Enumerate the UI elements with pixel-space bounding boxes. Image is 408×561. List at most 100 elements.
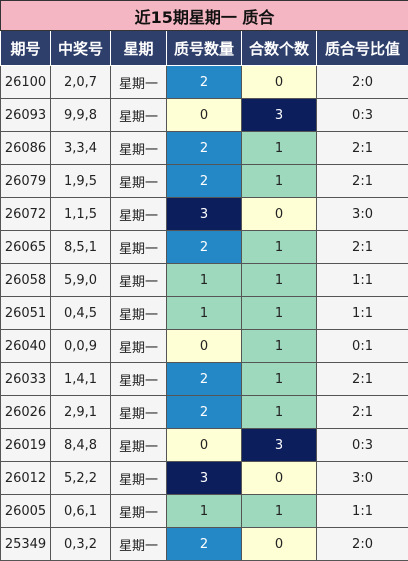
composite-count-cell: 1 — [242, 363, 317, 396]
weekday-cell: 星期一 — [111, 165, 167, 198]
prime-count-cell: 2 — [167, 66, 242, 99]
numbers-cell: 0,0,9 — [51, 330, 111, 363]
weekday-cell: 星期一 — [111, 330, 167, 363]
ratio-cell: 2:0 — [317, 528, 408, 561]
weekday-cell: 星期一 — [111, 495, 167, 528]
header-composite-count: 合数个数 — [242, 31, 317, 66]
numbers-cell: 0,4,5 — [51, 297, 111, 330]
prime-count-cell: 2 — [167, 132, 242, 165]
weekday-cell: 星期一 — [111, 132, 167, 165]
weekday-cell: 星期一 — [111, 231, 167, 264]
prime-count-cell: 1 — [167, 297, 242, 330]
weekday-cell: 星期一 — [111, 66, 167, 99]
ratio-cell: 2:1 — [317, 132, 408, 165]
issue-cell: 26040 — [1, 330, 51, 363]
numbers-cell: 1,9,5 — [51, 165, 111, 198]
header-ratio: 质合号比值 — [317, 31, 408, 66]
issue-cell: 26086 — [1, 132, 51, 165]
composite-count-cell: 1 — [242, 330, 317, 363]
prime-count-cell: 2 — [167, 165, 242, 198]
composite-count-cell: 0 — [242, 528, 317, 561]
composite-count-cell: 0 — [242, 462, 317, 495]
prime-count-cell: 0 — [167, 99, 242, 132]
composite-count-cell: 3 — [242, 99, 317, 132]
ratio-cell: 2:1 — [317, 363, 408, 396]
numbers-cell: 0,6,1 — [51, 495, 111, 528]
issue-cell: 26033 — [1, 363, 51, 396]
weekday-cell: 星期一 — [111, 363, 167, 396]
ratio-cell: 3:0 — [317, 462, 408, 495]
ratio-cell: 2:1 — [317, 165, 408, 198]
numbers-cell: 0,3,2 — [51, 528, 111, 561]
prime-count-cell: 3 — [167, 198, 242, 231]
header-numbers: 中奖号 — [51, 31, 111, 66]
composite-count-cell: 1 — [242, 396, 317, 429]
composite-count-cell: 1 — [242, 231, 317, 264]
ratio-cell: 0:3 — [317, 99, 408, 132]
prime-count-cell: 3 — [167, 462, 242, 495]
numbers-cell: 3,3,4 — [51, 132, 111, 165]
prime-count-cell: 1 — [167, 495, 242, 528]
ratio-cell: 2:1 — [317, 231, 408, 264]
numbers-cell: 2,9,1 — [51, 396, 111, 429]
issue-cell: 26026 — [1, 396, 51, 429]
table-title: 近15期星期一 质合 — [1, 1, 408, 31]
prime-count-cell: 2 — [167, 363, 242, 396]
composite-count-cell: 1 — [242, 264, 317, 297]
weekday-cell: 星期一 — [111, 198, 167, 231]
weekday-cell: 星期一 — [111, 396, 167, 429]
ratio-cell: 3:0 — [317, 198, 408, 231]
numbers-cell: 8,5,1 — [51, 231, 111, 264]
header-issue: 期号 — [1, 31, 51, 66]
issue-cell: 26072 — [1, 198, 51, 231]
ratio-cell: 1:1 — [317, 495, 408, 528]
prime-count-cell: 2 — [167, 231, 242, 264]
composite-count-cell: 3 — [242, 429, 317, 462]
ratio-cell: 1:1 — [317, 297, 408, 330]
header-prime-count: 质号数量 — [167, 31, 242, 66]
issue-cell: 26051 — [1, 297, 51, 330]
header-weekday: 星期 — [111, 31, 167, 66]
weekday-cell: 星期一 — [111, 264, 167, 297]
ratio-cell: 0:3 — [317, 429, 408, 462]
numbers-cell: 1,1,5 — [51, 198, 111, 231]
prime-count-cell: 1 — [167, 264, 242, 297]
issue-cell: 26065 — [1, 231, 51, 264]
composite-count-cell: 1 — [242, 165, 317, 198]
issue-cell: 26079 — [1, 165, 51, 198]
ratio-cell: 2:0 — [317, 66, 408, 99]
ratio-cell: 1:1 — [317, 264, 408, 297]
weekday-cell: 星期一 — [111, 297, 167, 330]
composite-count-cell: 1 — [242, 495, 317, 528]
prime-count-cell: 0 — [167, 330, 242, 363]
numbers-cell: 1,4,1 — [51, 363, 111, 396]
prime-count-cell: 2 — [167, 528, 242, 561]
prime-count-cell: 2 — [167, 396, 242, 429]
issue-cell: 25349 — [1, 528, 51, 561]
numbers-cell: 2,0,7 — [51, 66, 111, 99]
composite-count-cell: 0 — [242, 66, 317, 99]
issue-cell: 26058 — [1, 264, 51, 297]
composite-count-cell: 1 — [242, 132, 317, 165]
weekday-cell: 星期一 — [111, 429, 167, 462]
issue-cell: 26093 — [1, 99, 51, 132]
numbers-cell: 5,9,0 — [51, 264, 111, 297]
weekday-cell: 星期一 — [111, 99, 167, 132]
header-row: 期号 中奖号 星期 质号数量 合数个数 质合号比值 — [1, 31, 408, 66]
ratio-cell: 2:1 — [317, 396, 408, 429]
issue-cell: 26012 — [1, 462, 51, 495]
numbers-cell: 9,9,8 — [51, 99, 111, 132]
